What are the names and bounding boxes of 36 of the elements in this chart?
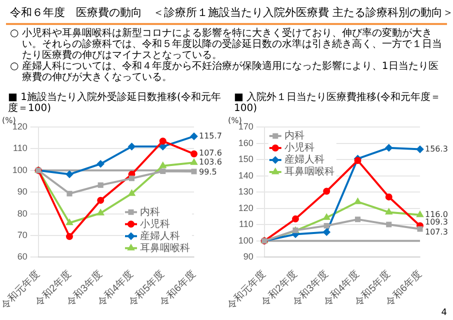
legend-label: 産婦人科 [140, 230, 180, 242]
y-tick-label: 90 [243, 252, 254, 262]
legend-label: 耳鼻咽喉科 [140, 242, 190, 254]
data-label: 109.3 [425, 217, 448, 226]
data-label: 99.5 [199, 167, 217, 176]
y-tick-label: 120 [238, 202, 254, 213]
text: ○ 産婦人科については、令和４年度から不妊治療が保険適用になった影響により、1日当たり医療費の伸びが大きくなっている。 [10, 61, 440, 83]
y-tick-label: 60 [17, 252, 28, 262]
y-tick-label: 150 [238, 154, 254, 164]
data-label: 115.7 [199, 131, 222, 140]
legend-label: 小児科 [140, 218, 170, 230]
y-tick-label: 80 [17, 208, 28, 218]
data-label: 103.6 [199, 157, 222, 166]
y-tick-label: 100 [238, 235, 254, 246]
text: ○ 小児科や耳鼻咽喉科は新型コロナによる影響を特に大きく受けており、伸び率の変動が大きい。それらの診療科では、令和５年度以降の受診延日数の水準は引き続き高く、一方で１日当たり医療費の伸びはマイナスとなっている。 [10, 28, 443, 61]
text: 令和６年度 医療費の動向 ＜診療所１施設当たり入院外医療費 主たる診療科別の動向＞ [9, 5, 453, 21]
legend-label: 小児科 [284, 142, 314, 154]
chart-title: ■ 1施設当たり入院外受診延日数推移(令和元年度＝100) [8, 92, 222, 114]
data-label: 107.3 [425, 227, 448, 236]
legend-label: 産婦人科 [284, 154, 324, 166]
text: 4 [441, 308, 447, 318]
y-tick-label: 110 [12, 143, 28, 154]
chart-title: ■ 入院外１日当たり医療費推移(令和元年度＝100) [234, 92, 442, 114]
legend-label: 内科 [284, 130, 304, 142]
y-tick-label: 160 [238, 138, 254, 148]
legend-label: 耳鼻咽喉科 [284, 166, 334, 178]
y-tick-label: 110 [238, 219, 254, 230]
y-tick-label: 90 [17, 186, 28, 197]
data-label: 156.3 [425, 144, 448, 154]
legend-label: 内科 [140, 206, 160, 218]
y-tick-label: 70 [17, 230, 28, 240]
y-tick-label: 140 [238, 170, 254, 180]
y-tick-label: 100 [12, 164, 28, 175]
data-label: 116.0 [425, 210, 448, 219]
data-label: 107.6 [199, 148, 222, 158]
y-tick-label: 130 [238, 186, 254, 197]
